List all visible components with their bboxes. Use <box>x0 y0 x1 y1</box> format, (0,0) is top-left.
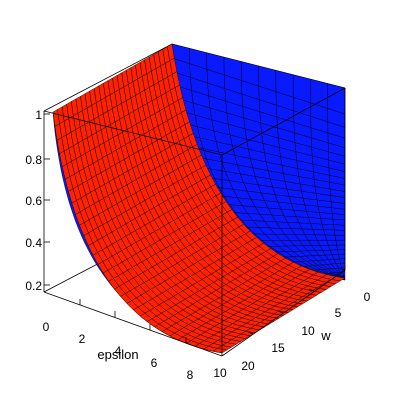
w-tick-label: 5 <box>335 306 342 320</box>
grid-line <box>174 84 346 139</box>
grid-line <box>79 154 202 226</box>
grid-line <box>173 71 346 128</box>
grid-line <box>75 144 198 215</box>
grid-line <box>56 71 178 141</box>
bounding-box-front <box>43 87 346 357</box>
grid-line <box>169 261 294 337</box>
z-tick-marks <box>44 113 50 286</box>
grid-line <box>54 57 175 127</box>
grid-line <box>186 268 310 344</box>
grid-line <box>237 226 346 231</box>
grid-line <box>310 267 346 271</box>
grid-line <box>83 164 207 236</box>
z-tick-label: 0.4 <box>25 236 42 250</box>
grid-line <box>139 242 264 317</box>
epsilon-axis-title: epsilon <box>97 347 138 362</box>
box-edge <box>221 269 346 357</box>
grid-line <box>216 203 346 215</box>
grid-line <box>108 209 232 282</box>
grid-line <box>212 276 336 352</box>
w-tick-marks <box>247 267 346 335</box>
z-tick-label: 0.6 <box>25 194 42 208</box>
epsilon-tick-label: 10 <box>213 366 227 380</box>
grid-line <box>210 194 346 210</box>
grid-line <box>146 248 271 322</box>
grid-line <box>154 253 279 328</box>
grid-line <box>126 230 251 304</box>
grid-line <box>65 109 187 180</box>
epsilon-axis: 0 2 4 6 8 10 epsilon <box>43 299 227 382</box>
z-tick-label: 1 <box>35 108 42 122</box>
red-surface <box>52 43 346 354</box>
epsilon-tick-label: 4 <box>115 344 122 358</box>
grid-line <box>223 211 346 221</box>
grid-line <box>71 133 194 204</box>
grid-line <box>92 183 216 256</box>
grid-line <box>62 97 183 167</box>
epsilon-tick-label: 2 <box>79 332 86 346</box>
box-edge <box>43 110 223 156</box>
grid-line <box>191 155 346 186</box>
grid-line <box>205 185 346 204</box>
grid-line <box>244 233 345 236</box>
grid-line <box>59 84 180 154</box>
grid-line <box>203 274 327 350</box>
w-tick-label: 10 <box>301 324 315 338</box>
blue-surface <box>52 43 346 354</box>
w-tick-mark <box>308 288 315 292</box>
red-surface-grid <box>54 46 341 352</box>
grid-line <box>299 262 346 267</box>
w-axis: 0 5 10 15 20 w <box>241 267 371 373</box>
box-edge <box>43 291 223 357</box>
grid-line <box>187 145 346 179</box>
grid-line <box>177 265 302 341</box>
grid-line <box>279 253 346 258</box>
grid-line <box>194 271 319 347</box>
grid-line <box>229 219 346 226</box>
epsilon-tick-label: 6 <box>151 356 158 370</box>
grid-line <box>172 57 346 115</box>
grid-line <box>180 122 346 165</box>
w-tick-label: 0 <box>364 290 371 304</box>
w-tick-mark <box>277 310 284 314</box>
w-axis-title: w <box>320 328 331 343</box>
grid-line <box>88 174 211 246</box>
grid-line <box>200 176 346 198</box>
w-tick-label: 15 <box>271 341 285 355</box>
grid-line <box>321 271 346 275</box>
blue-surface-grid <box>172 48 346 281</box>
grid-line <box>68 121 190 192</box>
grid-line <box>270 249 345 253</box>
grid-line <box>161 257 286 332</box>
box-edge <box>221 87 346 156</box>
grid-line <box>103 201 227 274</box>
z-axis: 1 0.8 0.6 0.4 0.2 <box>25 108 50 293</box>
z-tick-label: 0.8 <box>25 153 42 167</box>
w-tick-mark <box>247 331 254 335</box>
epsilon-tick-label: 0 <box>43 320 50 334</box>
z-tick-label: 0.2 <box>25 279 42 293</box>
w-tick-mark <box>339 267 346 271</box>
box-edge <box>43 43 173 112</box>
grid-line <box>120 223 244 297</box>
grid-line <box>183 133 346 172</box>
w-tick-label: 20 <box>241 359 255 373</box>
grid-line <box>289 258 346 263</box>
grid-line <box>97 192 221 265</box>
grid-line <box>195 166 346 192</box>
grid-line <box>133 237 257 311</box>
grid-line <box>114 216 238 290</box>
epsilon-tick-marks <box>79 299 187 343</box>
grid-line <box>261 244 345 247</box>
epsilon-tick-label: 8 <box>187 368 194 382</box>
grid-line <box>176 97 346 148</box>
